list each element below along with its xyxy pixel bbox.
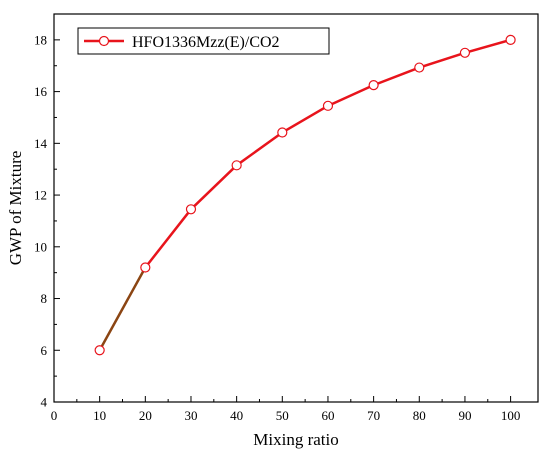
series-line-segment: [463, 38, 512, 55]
y-tick-label: 18: [34, 32, 47, 47]
x-tick-label: 10: [93, 408, 106, 423]
x-tick-label: 80: [413, 408, 426, 423]
ticks-layer: 0 10 20 30 40 50 60 70 80 90 100 4 6 8 10 12 14 16 18: [34, 32, 520, 423]
series-layer: [94, 34, 516, 356]
x-tick-label: 60: [321, 408, 334, 423]
series-line-segment: [98, 266, 147, 352]
y-axis-title: GWP of Mixture: [6, 151, 25, 266]
x-tick-label: 0: [51, 408, 58, 423]
data-point: [368, 80, 379, 91]
x-tick-label: 30: [184, 408, 197, 423]
x-tick-label: 40: [230, 408, 243, 423]
y-tick-label: 6: [41, 343, 48, 358]
y-tick-label: 14: [34, 136, 48, 151]
data-point: [277, 127, 288, 138]
plot-frame: [53, 13, 539, 403]
series-line-segment: [418, 51, 467, 69]
x-tick-label: 90: [458, 408, 471, 423]
legend-marker-sample: [98, 35, 110, 47]
data-point: [459, 47, 471, 58]
series-line-segment: [281, 104, 330, 134]
x-tick-label: 20: [139, 408, 152, 423]
series-line-segment: [144, 208, 193, 269]
y-tick-label: 12: [34, 188, 47, 203]
legend-label: HFO1336Mzz(E)/CO2: [132, 34, 280, 51]
legend: HFO1336Mzz(E)/CO2: [77, 27, 330, 55]
data-point: [231, 160, 242, 171]
series-line-segment: [189, 164, 238, 211]
y-tick-label: 10: [34, 239, 47, 254]
data-point: [414, 62, 425, 73]
series-line-segment: [372, 66, 421, 87]
y-tick-label: 16: [34, 84, 48, 99]
y-tick-label: 4: [41, 395, 48, 410]
x-tick-label: 100: [501, 408, 521, 423]
data-point: [505, 34, 516, 45]
data-point: [322, 100, 334, 111]
x-tick-label: 70: [367, 408, 380, 423]
x-axis-title: Mixing ratio: [253, 430, 338, 449]
y-tick-label: 8: [41, 291, 48, 306]
series-line-segment: [235, 131, 284, 167]
data-point: [94, 345, 105, 356]
x-tick-label: 50: [276, 408, 289, 423]
data-point: [185, 204, 197, 215]
series-line-segment: [326, 83, 375, 108]
data-point: [140, 262, 151, 273]
